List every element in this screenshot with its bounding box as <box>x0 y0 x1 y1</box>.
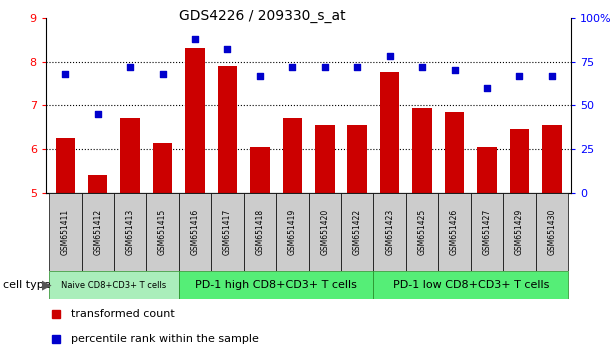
Bar <box>341 193 373 271</box>
Point <box>60 71 70 76</box>
Text: GSM651425: GSM651425 <box>417 209 426 255</box>
Text: GDS4226 / 209330_s_at: GDS4226 / 209330_s_at <box>180 9 346 23</box>
Text: GSM651415: GSM651415 <box>158 209 167 255</box>
Bar <box>49 193 81 271</box>
Text: PD-1 low CD8+CD3+ T cells: PD-1 low CD8+CD3+ T cells <box>392 280 549 290</box>
Text: GSM651418: GSM651418 <box>255 209 265 255</box>
Bar <box>147 193 179 271</box>
Bar <box>309 193 341 271</box>
Bar <box>153 143 172 193</box>
Point <box>255 73 265 78</box>
Bar <box>510 130 529 193</box>
Bar <box>373 193 406 271</box>
Text: GSM651419: GSM651419 <box>288 209 297 255</box>
Point <box>547 73 557 78</box>
Point <box>222 46 232 52</box>
Text: cell type: cell type <box>3 280 51 290</box>
Bar <box>536 193 568 271</box>
Point <box>482 85 492 91</box>
Bar <box>315 125 334 193</box>
Bar <box>470 193 503 271</box>
Text: Naive CD8+CD3+ T cells: Naive CD8+CD3+ T cells <box>61 280 167 290</box>
Bar <box>250 147 269 193</box>
Text: ▶: ▶ <box>42 279 51 291</box>
Text: GSM651429: GSM651429 <box>515 209 524 255</box>
Point <box>320 64 330 70</box>
Point <box>450 68 459 73</box>
Bar <box>503 193 536 271</box>
Text: GSM651411: GSM651411 <box>60 209 70 255</box>
Bar <box>380 73 400 193</box>
Bar <box>438 193 470 271</box>
Bar <box>348 125 367 193</box>
Text: GSM651416: GSM651416 <box>191 209 200 255</box>
Bar <box>81 193 114 271</box>
Text: GSM651427: GSM651427 <box>483 209 491 255</box>
Point <box>353 64 362 70</box>
Point <box>125 64 135 70</box>
Point <box>417 64 427 70</box>
Bar <box>114 193 147 271</box>
Bar <box>185 48 205 193</box>
Text: PD-1 high CD8+CD3+ T cells: PD-1 high CD8+CD3+ T cells <box>195 280 357 290</box>
Bar <box>477 147 497 193</box>
Bar <box>56 138 75 193</box>
Point <box>190 36 200 41</box>
Bar <box>218 66 237 193</box>
Bar <box>283 119 302 193</box>
Text: GSM651412: GSM651412 <box>93 209 102 255</box>
Text: GSM651420: GSM651420 <box>320 209 329 255</box>
Text: GSM651413: GSM651413 <box>126 209 134 255</box>
Text: GSM651417: GSM651417 <box>223 209 232 255</box>
Bar <box>445 112 464 193</box>
Bar <box>542 125 562 193</box>
Bar <box>88 176 108 193</box>
Text: GSM651422: GSM651422 <box>353 209 362 255</box>
Bar <box>276 193 309 271</box>
Bar <box>211 193 244 271</box>
Text: GSM651423: GSM651423 <box>385 209 394 255</box>
Point <box>93 111 103 117</box>
Text: GSM651430: GSM651430 <box>547 209 557 255</box>
Text: transformed count: transformed count <box>71 309 175 319</box>
Bar <box>373 271 568 299</box>
Point <box>385 53 395 59</box>
Text: percentile rank within the sample: percentile rank within the sample <box>71 333 259 344</box>
Point <box>514 73 524 78</box>
Bar <box>179 271 373 299</box>
Point <box>158 71 167 76</box>
Point <box>287 64 297 70</box>
Bar <box>120 119 140 193</box>
Text: GSM651426: GSM651426 <box>450 209 459 255</box>
Bar <box>179 193 211 271</box>
Bar <box>412 108 432 193</box>
Bar <box>406 193 438 271</box>
Bar <box>49 271 179 299</box>
Bar <box>244 193 276 271</box>
